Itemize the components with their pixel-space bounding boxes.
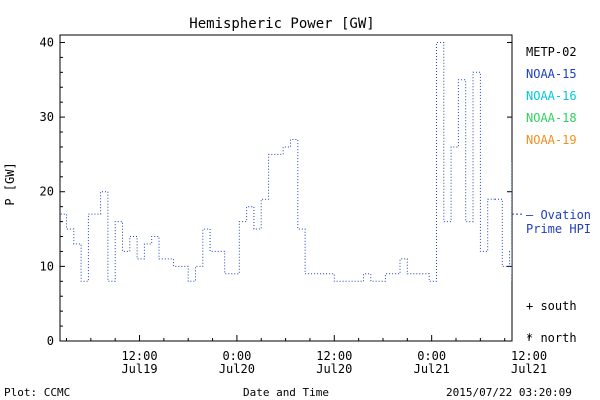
x-axis-label: Date and Time	[243, 386, 329, 399]
y-tick-label-20: 20	[40, 185, 54, 199]
y-tick-label-30: 30	[40, 110, 54, 124]
x-tick-time-label: 12:00	[121, 349, 157, 363]
x-tick-date-label: Jul20	[219, 362, 255, 376]
y-axis-label: P [GW]	[3, 162, 17, 205]
footer-left: Plot: CCMC	[4, 386, 71, 399]
x-tick-date-label: Jul21	[511, 362, 547, 376]
ovation-label-line1: — Ovation	[526, 208, 592, 222]
legend-item-noaa-16: NOAA-16	[526, 89, 577, 103]
x-tick-date-label: Jul20	[316, 362, 352, 376]
legend-item-metp-02: METP-02	[526, 45, 577, 59]
legend-item-noaa-18: NOAA-18	[526, 111, 577, 125]
y-tick-label-0: 0	[47, 334, 54, 348]
x-axis-ticks: 12:00Jul190:00Jul2012:00Jul200:00Jul2112…	[65, 335, 547, 376]
y-tick-label-10: 10	[40, 259, 54, 273]
footer-right: 2015/07/22 03:20:09	[446, 386, 572, 399]
x-tick-date-label: Jul19	[121, 362, 157, 376]
legend-item-noaa-15: NOAA-15	[526, 67, 577, 81]
data-series	[60, 42, 522, 282]
north-marker-label: * north	[526, 331, 577, 345]
series-line-noaa-15b	[495, 161, 512, 282]
y-axis-ticks: 0 10 20 30 40	[40, 35, 512, 348]
x-tick-time-label: 0:00	[417, 349, 446, 363]
chart-title: Hemispheric Power [GW]	[189, 16, 374, 32]
series-line-noaa-15	[60, 42, 495, 282]
x-tick-date-label: Jul21	[414, 362, 450, 376]
x-tick-time-label: 12:00	[316, 349, 352, 363]
south-marker-label: + south	[526, 299, 577, 313]
ovation-label-line2: Prime HPI	[526, 222, 592, 236]
x-tick-time-label: 12:00	[511, 349, 547, 363]
x-tick-time-label: 0:00	[222, 349, 251, 363]
y-tick-label-40: 40	[40, 35, 54, 49]
legend-item-noaa-19: NOAA-19	[526, 133, 577, 147]
